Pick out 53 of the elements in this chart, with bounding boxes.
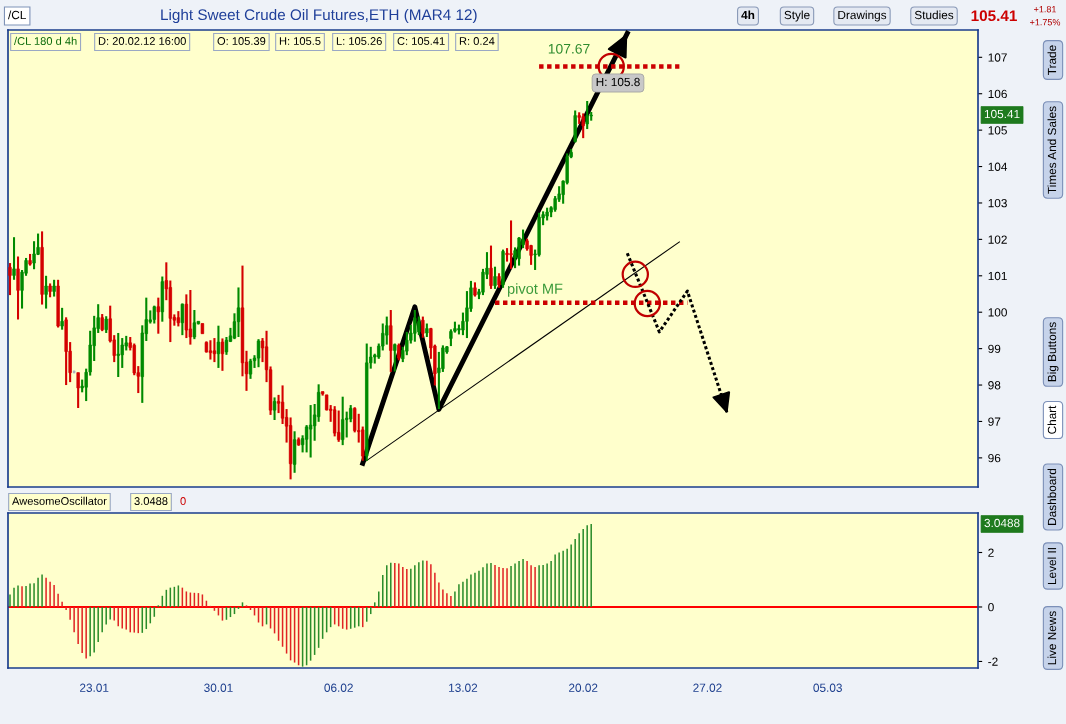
text: Times And Sales (1047, 106, 1057, 194)
annotation: pivot MF (507, 283, 563, 297)
text: Level II (1047, 548, 1057, 585)
annotation: L: 105.26 (336, 37, 382, 45)
x-tick-label: 20.02 (569, 683, 598, 692)
y-tick-label: 0 (988, 603, 994, 612)
y-tick-label: 101 (988, 271, 1007, 281)
x-tick-label: 23.01 (80, 683, 109, 692)
y-tick-label: 98 (988, 381, 1001, 390)
annotation: 107.67 (548, 43, 590, 54)
text: Live News (1047, 611, 1057, 665)
text: 3.0488 (134, 497, 168, 505)
annotation: C: 105.41 (397, 37, 445, 45)
y-tick-label: 106 (988, 89, 1007, 99)
y-tick-label: 97 (988, 417, 1001, 426)
annotation: H: 105.8 (596, 77, 640, 87)
y-tick-label: 96 (988, 453, 1001, 463)
y-tick-label: -2 (988, 657, 998, 666)
text: 3.0488 (984, 518, 1020, 528)
text: Studies (914, 10, 954, 20)
text: Dashboard (1047, 468, 1057, 525)
text: /CL (8, 10, 26, 20)
y-tick-label: 2 (988, 548, 994, 557)
y-tick-label: 105 (988, 126, 1007, 135)
y-tick-label: 103 (988, 199, 1007, 208)
annotation: O: 105.39 (217, 37, 266, 45)
x-tick-label: 27.02 (693, 683, 722, 692)
y-tick-label: 99 (988, 344, 1001, 354)
y-tick-label: 104 (988, 162, 1008, 171)
text: Chart (1047, 405, 1057, 434)
text: +1.81 (1034, 6, 1056, 13)
text: 105.41 (984, 109, 1020, 119)
annotation: D: 20.02.12 16:00 (98, 37, 186, 45)
annotation: /CL 180 d 4h (14, 36, 77, 45)
y-tick-label: 107 (988, 53, 1007, 62)
x-tick-label: 13.02 (449, 683, 478, 692)
text: 105.41 (971, 10, 1017, 22)
text: +1.75% (1030, 19, 1061, 26)
x-tick-label: 30.01 (204, 683, 233, 692)
y-tick-label: 102 (988, 235, 1007, 244)
text: Style (784, 10, 810, 22)
text: Big Buttons (1047, 322, 1059, 382)
chart-title: Light Sweet Crude Oil Futures,ETH (MAR4 12) (161, 8, 477, 24)
text: 0 (180, 497, 186, 505)
text: 4h (741, 10, 755, 20)
x-tick-label: 06.02 (324, 683, 353, 692)
text: Drawings (838, 10, 887, 22)
annotation: R: 0.24 (459, 37, 495, 45)
text: Trade (1047, 45, 1057, 75)
annotation: H: 105.5 (279, 37, 321, 45)
y-tick-label: 100 (988, 308, 1007, 317)
chart-title: AwesomeOscillator (12, 496, 107, 505)
x-tick-label: 05.03 (813, 683, 842, 692)
